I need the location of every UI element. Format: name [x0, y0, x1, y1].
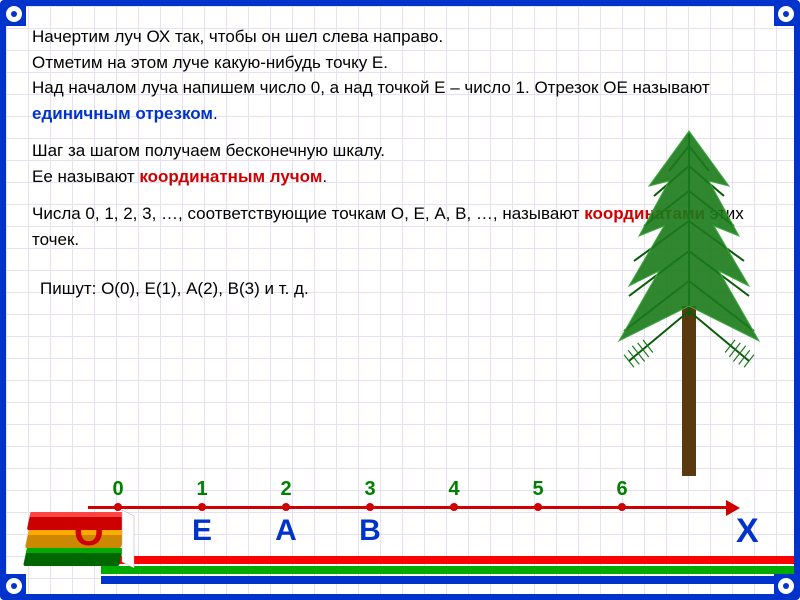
number-line: 0Е1А2В3456 О Х	[88, 466, 748, 546]
tick-point-label: Е	[192, 514, 212, 548]
text-line: Шаг за шагом получаем бесконечную шкалу.	[32, 141, 385, 160]
slide-frame: Начертим луч ОХ так, чтобы он шел слева …	[0, 0, 800, 600]
axis-line	[88, 506, 728, 509]
paragraph-1: Начертим луч ОХ так, чтобы он шел слева …	[32, 24, 768, 126]
text-line: .	[322, 167, 327, 186]
tick-dot	[198, 503, 206, 511]
tick-number: 6	[616, 478, 627, 501]
x-axis-label: Х	[736, 512, 759, 551]
text-line: Пишут: О(0), Е(1), А(2), В(3) и т. д.	[40, 279, 309, 298]
tick-number: 5	[532, 478, 543, 501]
text-line: Отметим на этом луче какую-нибудь точку …	[32, 53, 388, 72]
tick-point-label: А	[275, 514, 297, 548]
origin-label: О	[74, 512, 104, 555]
tree-illustration	[594, 126, 784, 476]
tick-dot	[114, 503, 122, 511]
tick-point-label: В	[359, 514, 381, 548]
tick-dot	[534, 503, 542, 511]
text-line: Начертим луч ОХ так, чтобы он шел слева …	[32, 27, 443, 46]
corner-ornament-tr	[774, 2, 798, 26]
tick-dot	[618, 503, 626, 511]
pencils-illustration	[101, 556, 781, 588]
tick-dot	[450, 503, 458, 511]
text-line: Числа 0, 1, 2, 3, …, соответствующие точ…	[32, 204, 584, 223]
tick-dot	[282, 503, 290, 511]
text-line: Ее называют	[32, 167, 139, 186]
term-unit-segment: единичным отрезком	[32, 104, 213, 123]
corner-ornament-bl	[2, 574, 26, 598]
tick-number: 4	[448, 478, 459, 501]
tick-number: 3	[364, 478, 375, 501]
term-coordinate-ray: координатным лучом	[139, 167, 322, 186]
text-line: Над началом луча напишем число 0, а над …	[32, 78, 710, 97]
text-line: .	[213, 104, 218, 123]
corner-ornament-tl	[2, 2, 26, 26]
tick-dot	[366, 503, 374, 511]
tick-number: 0	[112, 478, 123, 501]
corner-ornament-br	[774, 574, 798, 598]
tick-number: 2	[280, 478, 291, 501]
tick-number: 1	[196, 478, 207, 501]
